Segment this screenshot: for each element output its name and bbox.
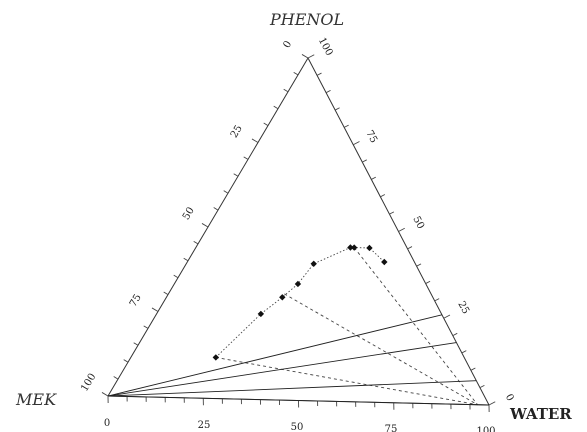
bottom-axis-tick-label: 50 [291, 422, 304, 432]
bottom-axis-tick-label: 25 [198, 420, 211, 431]
left-axis-tick [143, 325, 149, 329]
left-axis-tick [301, 54, 309, 59]
right-axis-tick [470, 367, 476, 371]
triangle-axes [107, 57, 490, 406]
left-axis-tick [233, 173, 239, 177]
left-axis-tick [123, 359, 129, 363]
right-axis-tick [380, 194, 386, 198]
left-axis-tick [193, 240, 199, 245]
binodal-point [257, 310, 265, 318]
left-axis-tick [213, 207, 219, 211]
right-axis-tick [425, 280, 431, 284]
binodal-point [347, 244, 354, 251]
binodal-point [310, 260, 317, 267]
binodal-curve-group [212, 244, 388, 361]
left-axis-tick-label: 75 [128, 292, 144, 309]
right-axis-tick [325, 90, 331, 94]
right-axis-tick-label: 25 [455, 300, 471, 316]
left-axis-tick [251, 138, 259, 143]
right-axis-tick [407, 246, 413, 250]
bottom-axis-tick-label: 75 [385, 424, 398, 432]
binodal-point [381, 258, 388, 266]
right-axis-tick-label: 50 [410, 215, 426, 231]
right-axis-tick [353, 141, 360, 146]
right-axis-tick [343, 124, 349, 128]
right-axis-tick [362, 159, 367, 163]
tie-line [284, 293, 478, 406]
left-axis-tick [133, 342, 139, 346]
tie-line [107, 395, 490, 406]
binodal-point [351, 244, 358, 251]
left-axis-tick [293, 71, 299, 76]
tie-lines [107, 247, 490, 406]
bottom-axis-tick-label: 0 [104, 418, 110, 429]
left-axis-tick [273, 105, 279, 110]
left-axis-tick [243, 156, 249, 160]
left-axis-tick [163, 291, 169, 295]
right-axis-tick [371, 176, 377, 180]
left-axis-tick [263, 122, 269, 126]
left-axis-tick [223, 190, 229, 194]
tie-line [107, 342, 457, 397]
right-axis-tick [389, 211, 395, 215]
right-axis-tick [479, 384, 485, 389]
binodal-point [212, 354, 220, 361]
binodal-point [279, 294, 286, 301]
right-axis-tick [461, 350, 467, 354]
left-axis-tick-label: 0 [282, 39, 295, 50]
left-axis-tick [283, 88, 289, 93]
right-axis-tick [434, 298, 440, 302]
left-axis-tick [183, 257, 189, 262]
axis-ticks: 0 25 50 75 100 100 75 50 25 0 0 25 50 75 100 [79, 36, 515, 432]
left-axis-tick [201, 223, 209, 228]
vertex-labels: PHENOL MEK WATER [15, 10, 572, 423]
left-axis-tick-label: 50 [181, 205, 197, 222]
right-axis-tick [452, 332, 458, 336]
right-axis-tick [307, 54, 315, 59]
left-axis-tick [173, 274, 179, 279]
binodal-point [294, 280, 302, 288]
tie-line [107, 380, 477, 397]
binodal-point [366, 244, 373, 252]
vertex-label-right: WATER [509, 405, 572, 423]
right-axis-tick-label: 100 [316, 36, 335, 58]
left-axis-tick [113, 376, 119, 380]
left-axis-tick-label: 25 [229, 123, 245, 140]
right-axis-tick [416, 263, 422, 267]
right-axis-tick-label: 75 [363, 129, 379, 145]
right-axis-tick [316, 72, 322, 76]
left-axis-tick-label: 100 [79, 372, 98, 394]
left-axis-tick [151, 307, 159, 312]
vertex-label-top: PHENOL [269, 10, 344, 29]
binodal-curve [215, 247, 385, 358]
right-axis-tick [334, 107, 340, 111]
right-axis-tick-label: 0 [503, 392, 516, 403]
left-axis-tick [101, 392, 109, 397]
bottom-axis-tick-label: 100 [476, 426, 495, 432]
right-axis-tick [398, 227, 405, 232]
tie-line [215, 356, 478, 406]
vertex-label-left: MEK [15, 390, 57, 409]
tie-line [107, 314, 443, 397]
right-axis-tick [488, 401, 496, 406]
right-axis-tick [443, 314, 451, 319]
